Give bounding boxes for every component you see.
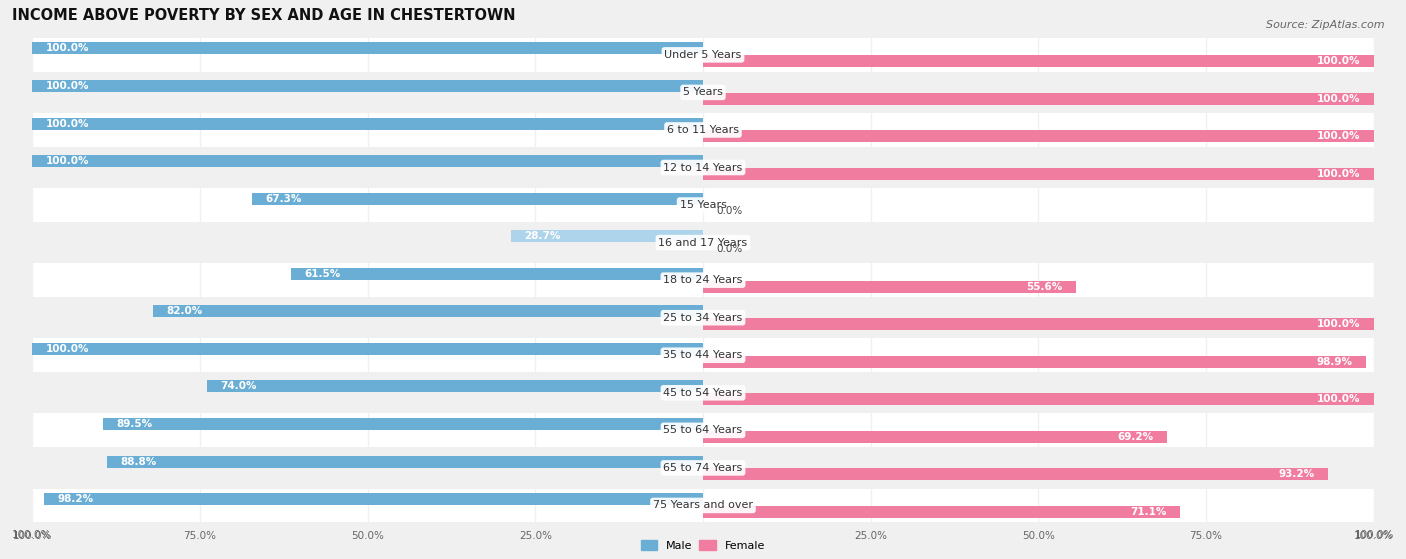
Text: 100.0%: 100.0%: [1354, 530, 1393, 540]
Text: Source: ZipAtlas.com: Source: ZipAtlas.com: [1267, 20, 1385, 30]
Text: 100.0%: 100.0%: [1317, 394, 1361, 404]
Text: 100.0%: 100.0%: [1317, 319, 1361, 329]
Bar: [32, 376, 1374, 410]
Text: 98.2%: 98.2%: [58, 494, 94, 504]
Bar: [703, 356, 1367, 368]
Text: Under 5 Years: Under 5 Years: [665, 50, 741, 60]
Text: 71.1%: 71.1%: [1130, 507, 1167, 517]
Text: 100.0%: 100.0%: [1317, 169, 1361, 179]
Legend: Male, Female: Male, Female: [637, 536, 769, 555]
Text: 88.8%: 88.8%: [121, 457, 157, 467]
Text: 100.0%: 100.0%: [45, 119, 89, 129]
Bar: [153, 305, 703, 318]
Bar: [32, 117, 703, 130]
Text: 69.2%: 69.2%: [1118, 432, 1154, 442]
Bar: [32, 155, 703, 167]
Text: 45 to 54 Years: 45 to 54 Years: [664, 388, 742, 398]
Bar: [703, 168, 1374, 180]
Bar: [32, 338, 1374, 372]
Text: 67.3%: 67.3%: [264, 193, 301, 203]
Text: 55.6%: 55.6%: [1026, 282, 1063, 292]
Text: 74.0%: 74.0%: [221, 381, 256, 391]
Text: 100.0%: 100.0%: [45, 44, 89, 54]
Text: 0.0%: 0.0%: [717, 244, 742, 254]
Text: 100.0%: 100.0%: [1317, 56, 1361, 67]
Text: 93.2%: 93.2%: [1278, 469, 1315, 479]
Text: 35 to 44 Years: 35 to 44 Years: [664, 350, 742, 360]
Bar: [32, 42, 703, 54]
Bar: [32, 343, 703, 355]
Text: 100.0%: 100.0%: [13, 530, 52, 540]
Text: 0.0%: 0.0%: [717, 206, 742, 216]
Bar: [32, 38, 1374, 72]
Text: 12 to 14 Years: 12 to 14 Years: [664, 163, 742, 173]
Text: 55 to 64 Years: 55 to 64 Years: [664, 425, 742, 435]
Text: 28.7%: 28.7%: [524, 231, 561, 241]
Bar: [32, 80, 703, 92]
Bar: [703, 506, 1180, 518]
Bar: [291, 268, 703, 280]
Text: 15 Years: 15 Years: [679, 200, 727, 210]
Bar: [32, 489, 1374, 522]
Bar: [32, 150, 1374, 184]
Text: 75 Years and over: 75 Years and over: [652, 500, 754, 510]
Bar: [45, 493, 703, 505]
Bar: [32, 414, 1374, 447]
Text: 18 to 24 Years: 18 to 24 Years: [664, 275, 742, 285]
Text: INCOME ABOVE POVERTY BY SEX AND AGE IN CHESTERTOWN: INCOME ABOVE POVERTY BY SEX AND AGE IN C…: [13, 8, 516, 23]
Bar: [703, 130, 1374, 143]
Text: 100.0%: 100.0%: [1317, 94, 1361, 104]
Text: 65 to 74 Years: 65 to 74 Years: [664, 463, 742, 473]
Bar: [32, 301, 1374, 335]
Bar: [32, 226, 1374, 259]
Bar: [703, 468, 1329, 480]
Bar: [510, 230, 703, 242]
Bar: [32, 75, 1374, 110]
Bar: [207, 381, 703, 392]
Bar: [703, 93, 1374, 105]
Bar: [32, 113, 1374, 147]
Bar: [32, 451, 1374, 485]
Text: 61.5%: 61.5%: [304, 269, 340, 279]
Bar: [703, 393, 1374, 405]
Bar: [703, 318, 1374, 330]
Bar: [703, 431, 1167, 443]
Bar: [103, 418, 703, 430]
Text: 5 Years: 5 Years: [683, 87, 723, 97]
Bar: [252, 193, 703, 205]
Text: 6 to 11 Years: 6 to 11 Years: [666, 125, 740, 135]
Bar: [32, 263, 1374, 297]
Text: 25 to 34 Years: 25 to 34 Years: [664, 312, 742, 323]
Text: 89.5%: 89.5%: [117, 419, 152, 429]
Bar: [107, 456, 703, 467]
Text: 16 and 17 Years: 16 and 17 Years: [658, 238, 748, 248]
Bar: [703, 281, 1076, 292]
Text: 100.0%: 100.0%: [1317, 131, 1361, 141]
Text: 100.0%: 100.0%: [45, 344, 89, 354]
Bar: [703, 55, 1374, 67]
Text: 100.0%: 100.0%: [45, 156, 89, 166]
Text: 98.9%: 98.9%: [1317, 357, 1353, 367]
Text: 100.0%: 100.0%: [45, 81, 89, 91]
Text: 82.0%: 82.0%: [166, 306, 202, 316]
Bar: [32, 188, 1374, 222]
